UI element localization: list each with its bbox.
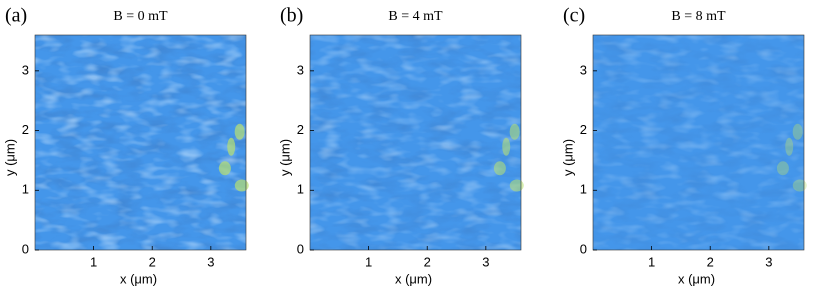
x-axis-label: x (μm) [120,271,157,286]
image-spot [234,179,249,192]
y-tick-label: 1 [22,182,29,197]
panel: (a) B = 0 mT 1 2 3 0 1 2 3 x (μm) y (μm) [2,5,249,286]
y-tick-label: 0 [580,241,587,256]
image-spot [792,123,803,140]
x-tick-label: 3 [207,254,214,269]
y-tick-label: 2 [297,122,304,137]
image-spot [218,161,231,176]
y-tick-label: 3 [22,62,29,77]
panel-label: (c) [563,5,585,27]
x-axis-label: x (μm) [395,271,432,286]
axes-frame [34,34,247,251]
image-spot [776,161,789,176]
x-tick-label: 1 [648,254,655,269]
x-tick-label: 2 [707,254,714,269]
panel-title: B = 4 mT [388,9,443,24]
image-spot [509,123,520,140]
axes-frame [592,34,805,251]
x-tick-label: 3 [482,254,489,269]
y-tick-label: 2 [580,122,587,137]
x-tick-label: 2 [424,254,431,269]
image-spot [227,137,236,156]
image-highlight [593,35,804,250]
image-spot [234,123,245,140]
y-tick-label: 1 [580,182,587,197]
y-tick-label: 0 [297,241,304,256]
image-spot [509,179,524,192]
panel-label: (b) [280,5,303,27]
panel-title: B = 0 mT [113,9,168,24]
y-tick-label: 0 [22,241,29,256]
image-spot [785,137,794,156]
x-tick-label: 3 [765,254,772,269]
panel: (b) B = 4 mT 1 2 3 0 1 2 3 x (μm) y (μm) [277,5,524,286]
panel-label: (a) [5,5,27,27]
y-axis-label: y (μm) [560,139,575,176]
image-spot [502,137,511,156]
x-tick-label: 1 [365,254,372,269]
image-highlight [310,35,521,250]
image-spot [792,179,807,192]
panel: (c) B = 8 mT 1 2 3 0 1 2 3 x (μm) y (μm) [560,5,807,286]
x-tick-label: 2 [149,254,156,269]
y-tick-label: 3 [580,62,587,77]
x-tick-label: 1 [90,254,97,269]
image-highlight [35,35,246,250]
axes-frame [309,34,522,251]
image-spot [493,161,506,176]
panel-title: B = 8 mT [671,9,726,24]
y-axis-label: y (μm) [277,139,292,176]
y-tick-label: 3 [297,62,304,77]
y-tick-label: 1 [297,182,304,197]
y-axis-label: y (μm) [2,139,17,176]
y-tick-label: 2 [22,122,29,137]
x-axis-label: x (μm) [678,271,715,286]
